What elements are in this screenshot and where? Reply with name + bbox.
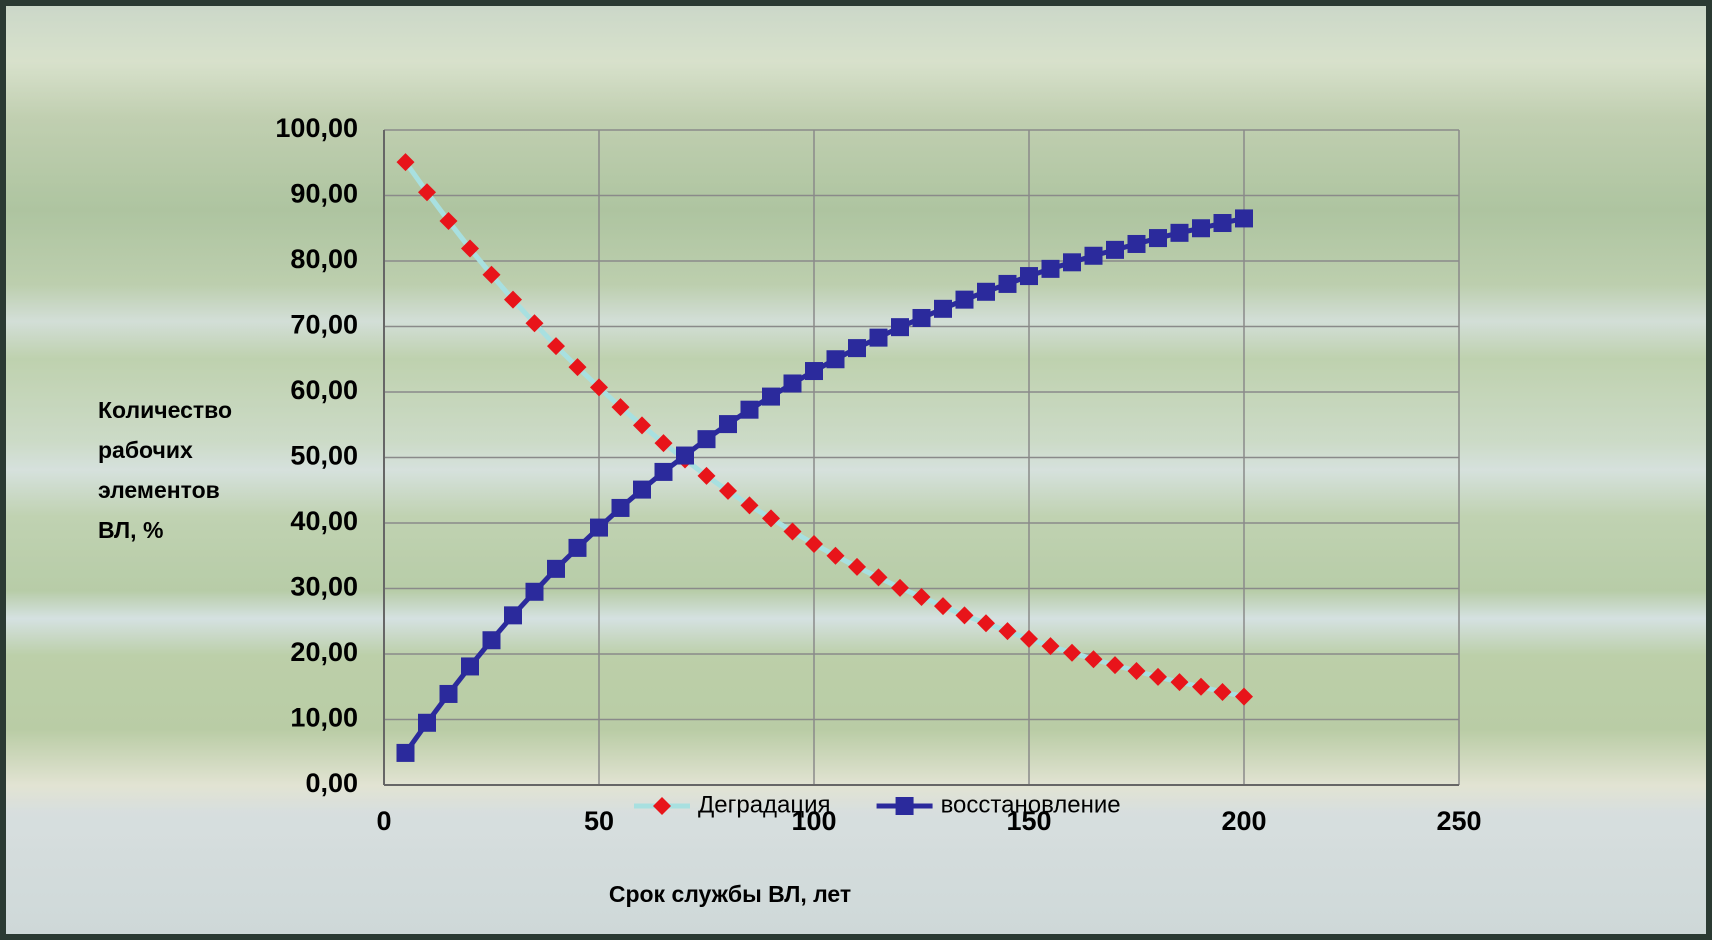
x-tick-label: 0 bbox=[376, 806, 391, 836]
data-point bbox=[1106, 241, 1124, 259]
data-point bbox=[1192, 678, 1210, 696]
data-point bbox=[741, 401, 759, 419]
legend-marker bbox=[896, 797, 914, 815]
data-point bbox=[1063, 253, 1081, 271]
data-point bbox=[999, 622, 1017, 640]
series-line bbox=[406, 218, 1245, 752]
data-point bbox=[504, 606, 522, 624]
data-point bbox=[676, 447, 694, 465]
data-point bbox=[977, 614, 995, 632]
x-tick-label: 250 bbox=[1436, 806, 1481, 836]
data-point bbox=[1235, 688, 1253, 706]
y-tick-label: 90,00 bbox=[290, 179, 358, 209]
y-tick-label: 80,00 bbox=[290, 244, 358, 274]
data-point bbox=[848, 339, 866, 357]
y-tick-label: 60,00 bbox=[290, 375, 358, 405]
data-point bbox=[891, 579, 909, 597]
data-point bbox=[698, 430, 716, 448]
data-point bbox=[805, 362, 823, 380]
data-point bbox=[1085, 247, 1103, 265]
data-point bbox=[547, 560, 565, 578]
data-point bbox=[934, 597, 952, 615]
data-point bbox=[1042, 637, 1060, 655]
x-tick-label: 50 bbox=[584, 806, 614, 836]
data-point bbox=[784, 374, 802, 392]
data-point bbox=[1149, 229, 1167, 247]
data-point bbox=[1192, 219, 1210, 237]
data-point bbox=[569, 539, 587, 557]
data-point bbox=[418, 714, 436, 732]
data-point bbox=[1128, 662, 1146, 680]
data-point bbox=[870, 329, 888, 347]
data-point bbox=[1235, 209, 1253, 227]
data-point bbox=[397, 744, 415, 762]
y-tick-label: 20,00 bbox=[290, 637, 358, 667]
data-point bbox=[891, 318, 909, 336]
data-point bbox=[870, 568, 888, 586]
data-point bbox=[483, 631, 501, 649]
data-point bbox=[440, 685, 458, 703]
data-point bbox=[848, 558, 866, 576]
y-tick-label: 50,00 bbox=[290, 441, 358, 471]
data-point bbox=[827, 350, 845, 368]
data-point bbox=[913, 588, 931, 606]
data-point bbox=[934, 300, 952, 318]
data-point bbox=[1171, 224, 1189, 242]
data-point bbox=[526, 583, 544, 601]
data-point bbox=[1020, 630, 1038, 648]
data-point bbox=[956, 291, 974, 309]
data-point bbox=[1128, 235, 1146, 253]
y-tick-label: 10,00 bbox=[290, 703, 358, 733]
data-point bbox=[1149, 668, 1167, 686]
x-axis-title: Срок службы ВЛ, лет bbox=[609, 881, 851, 907]
legend-label: восстановление bbox=[941, 791, 1121, 818]
data-point bbox=[1106, 656, 1124, 674]
background-photo: Количество рабочих элементов ВЛ, % Срок … bbox=[0, 0, 1712, 940]
data-point bbox=[1214, 683, 1232, 701]
data-point bbox=[1020, 267, 1038, 285]
data-point bbox=[1042, 260, 1060, 278]
data-point bbox=[999, 275, 1017, 293]
legend-marker bbox=[653, 797, 671, 815]
data-point bbox=[977, 283, 995, 301]
data-point bbox=[956, 606, 974, 624]
x-tick-label: 200 bbox=[1221, 806, 1266, 836]
y-tick-label: 70,00 bbox=[290, 310, 358, 340]
data-point bbox=[1171, 673, 1189, 691]
data-point bbox=[1085, 650, 1103, 668]
y-tick-label: 40,00 bbox=[290, 506, 358, 536]
data-point bbox=[461, 657, 479, 675]
chart: Срок службы ВЛ, лет 0,00 10,00 20,00 30,00 4… bbox=[6, 6, 1706, 934]
data-point bbox=[612, 499, 630, 517]
y-tick-label: 30,00 bbox=[290, 572, 358, 602]
data-point bbox=[655, 463, 673, 481]
data-point bbox=[1214, 214, 1232, 232]
data-point bbox=[762, 388, 780, 406]
data-point bbox=[590, 519, 608, 537]
data-point bbox=[633, 481, 651, 499]
y-tick-label: 0,00 bbox=[305, 768, 358, 798]
y-tick-label: 100,00 bbox=[275, 113, 358, 143]
data-point bbox=[913, 309, 931, 327]
legend-label: Деградация bbox=[698, 791, 831, 818]
data-point bbox=[1063, 644, 1081, 662]
data-point bbox=[719, 415, 737, 433]
